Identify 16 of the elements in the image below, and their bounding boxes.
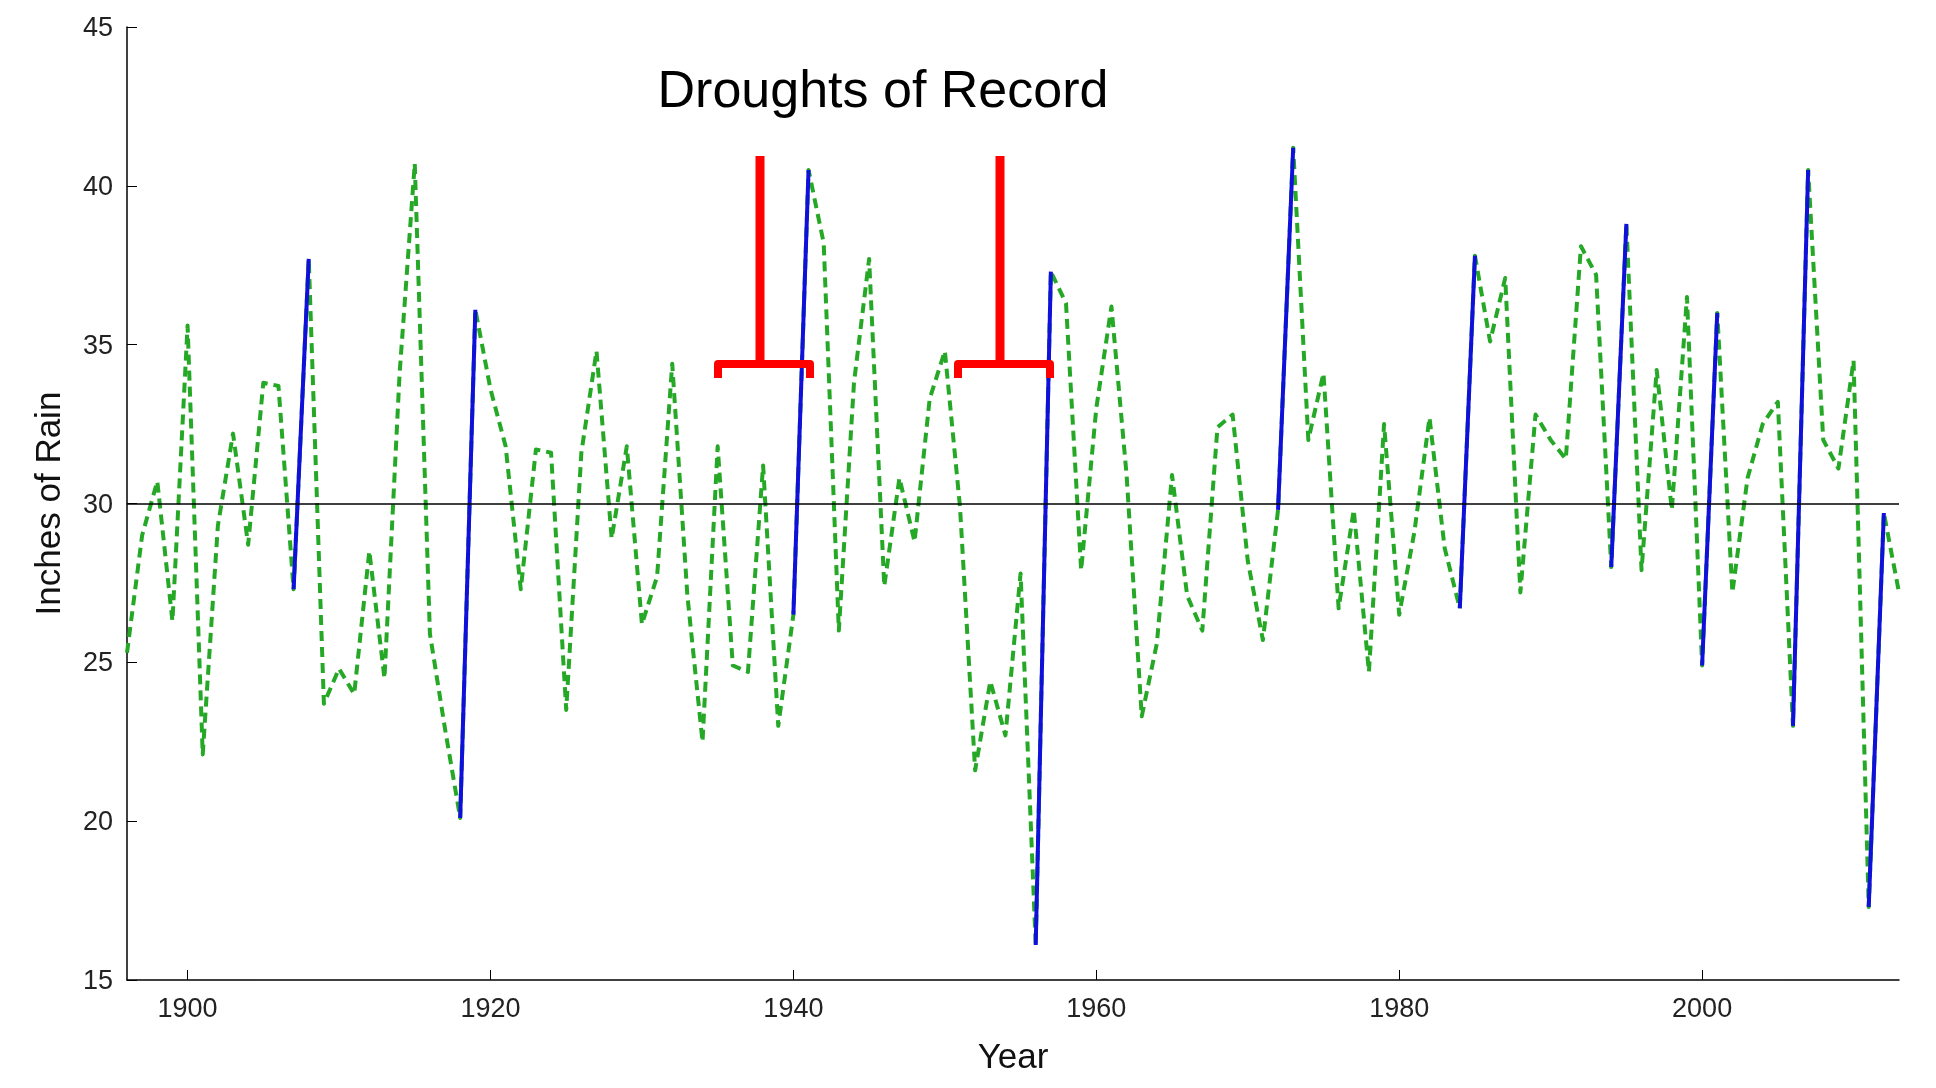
y-tick-label: 30 bbox=[82, 488, 113, 519]
y-axis-title: Inches of Rain bbox=[28, 391, 67, 616]
x-axis-title: Year bbox=[977, 1036, 1049, 1075]
y-tick-label: 20 bbox=[82, 806, 113, 837]
x-tick-label: 1920 bbox=[460, 992, 521, 1023]
x-tick-label: 1980 bbox=[1369, 992, 1430, 1023]
y-tick-label: 40 bbox=[82, 170, 113, 201]
x-tick-label: 2000 bbox=[1672, 992, 1733, 1023]
y-tick-label: 15 bbox=[82, 965, 113, 995]
y-tick-label: 45 bbox=[82, 12, 113, 42]
y-tick-label: 25 bbox=[82, 647, 113, 678]
y-tick-label: 35 bbox=[82, 329, 113, 360]
x-tick-label: 1960 bbox=[1066, 992, 1127, 1023]
x-tick-label: 1900 bbox=[157, 992, 218, 1023]
text: Droughts of Record bbox=[657, 60, 1109, 118]
x-tick-label: 1940 bbox=[763, 992, 824, 1023]
